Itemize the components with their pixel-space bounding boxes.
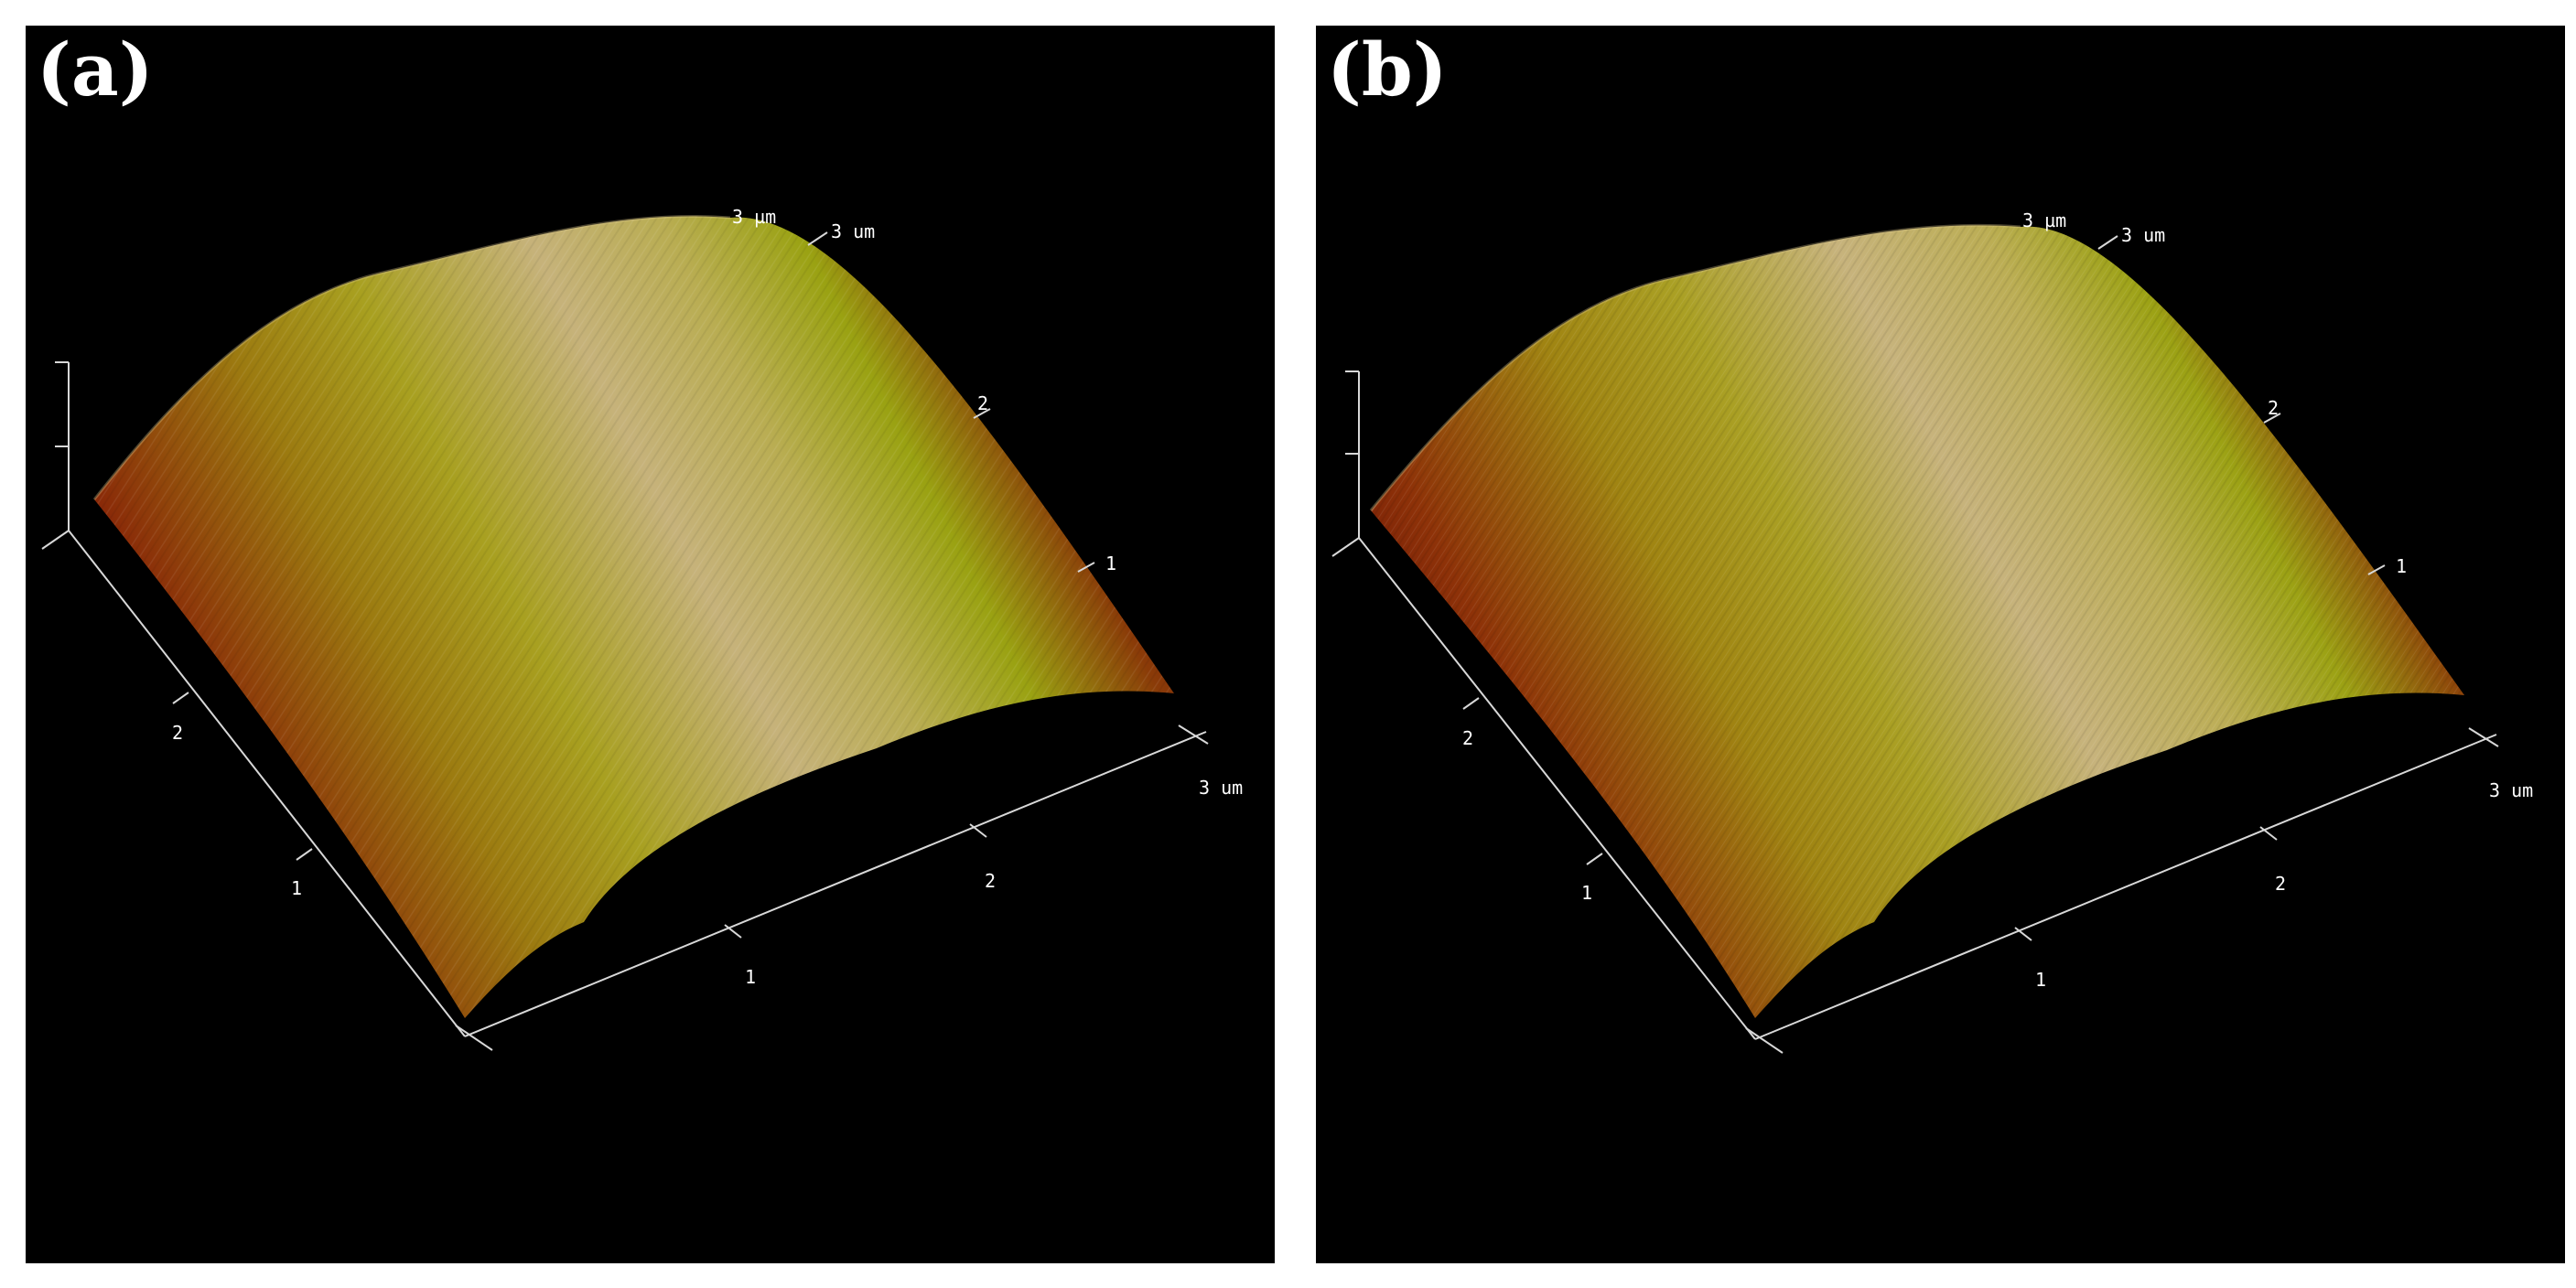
- afm-surface-a: [92, 214, 1174, 1018]
- top-label-y: 3 um: [831, 220, 875, 242]
- left-tick-2: 2: [172, 722, 183, 744]
- left-tick-1: 1: [1581, 882, 1592, 904]
- afm-panel-a: 3 µm 3 um 2 1 1 2 3 um 2 1 (a): [26, 26, 1275, 1263]
- panel-label-b: (b): [1327, 27, 1448, 113]
- top-label-y: 3 um: [2121, 224, 2165, 246]
- axis-labels-b: 3 µm 3 um 2 1 1 2 3 um 2 1: [1462, 209, 2533, 991]
- right-tick-2: 2: [2268, 397, 2279, 419]
- afm-surface-b: [1369, 223, 2464, 1018]
- front-tick-3um: 3 um: [1199, 777, 1243, 799]
- afm-surface-render-a: 3 µm 3 um 2 1 1 2 3 um 2 1: [41, 206, 1243, 1051]
- axis-labels-a: 3 µm 3 um 2 1 1 2 3 um 2 1: [172, 206, 1243, 988]
- left-tick-2: 2: [1462, 727, 1473, 749]
- top-label-z: 3 µm: [2022, 209, 2066, 231]
- top-label-z: 3 µm: [732, 206, 776, 228]
- front-tick-1: 1: [2035, 969, 2046, 991]
- right-tick-1: 1: [1105, 553, 1116, 574]
- front-tick-1: 1: [745, 966, 756, 988]
- right-tick-1: 1: [2396, 555, 2407, 577]
- axes-a: [41, 231, 1209, 1051]
- afm-panel-b: 3 µm 3 um 2 1 1 2 3 um 2 1 (b): [1316, 26, 2565, 1263]
- afm-surface-render-b: 3 µm 3 um 2 1 1 2 3 um 2 1: [1331, 209, 2533, 1054]
- left-tick-1: 1: [291, 877, 302, 899]
- axes-b: [1331, 235, 2499, 1054]
- panel-label-a: (a): [37, 27, 154, 113]
- front-tick-3um: 3 um: [2489, 779, 2533, 801]
- front-tick-2: 2: [2275, 873, 2286, 895]
- right-tick-2: 2: [977, 392, 988, 414]
- front-tick-2: 2: [985, 870, 996, 892]
